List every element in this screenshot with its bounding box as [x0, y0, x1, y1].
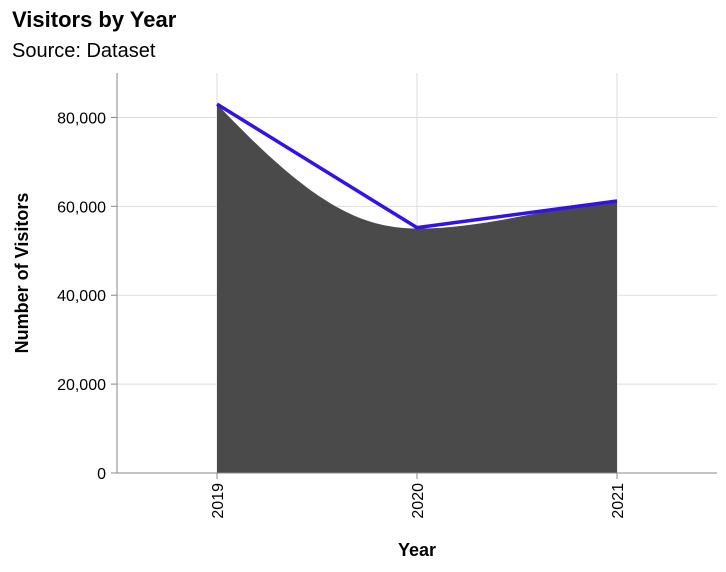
axis-labels: 0 20,000 40,000 60,000 80,000 2019 2020 2021	[57, 110, 627, 518]
chart-title: Visitors by Year	[12, 7, 177, 32]
y-tick-label-1: 20,000	[57, 377, 106, 394]
y-tick-label-4: 80,000	[57, 110, 106, 127]
x-tick-label-2: 2021	[610, 483, 627, 519]
line-series	[216, 102, 618, 230]
y-tick-label-2: 40,000	[57, 288, 106, 305]
y-axis-title: Number of Visitors	[12, 193, 32, 354]
area-series	[217, 104, 617, 473]
series-layer	[216, 102, 618, 473]
y-tick-label-3: 60,000	[57, 199, 106, 216]
x-tick-label-1: 2020	[410, 483, 427, 519]
y-tick-label-0: 0	[97, 466, 106, 483]
x-axis-title: Year	[398, 540, 436, 560]
chart-subtitle: Source: Dataset	[12, 40, 156, 62]
axes	[111, 73, 717, 479]
x-tick-label-0: 2019	[210, 483, 227, 519]
